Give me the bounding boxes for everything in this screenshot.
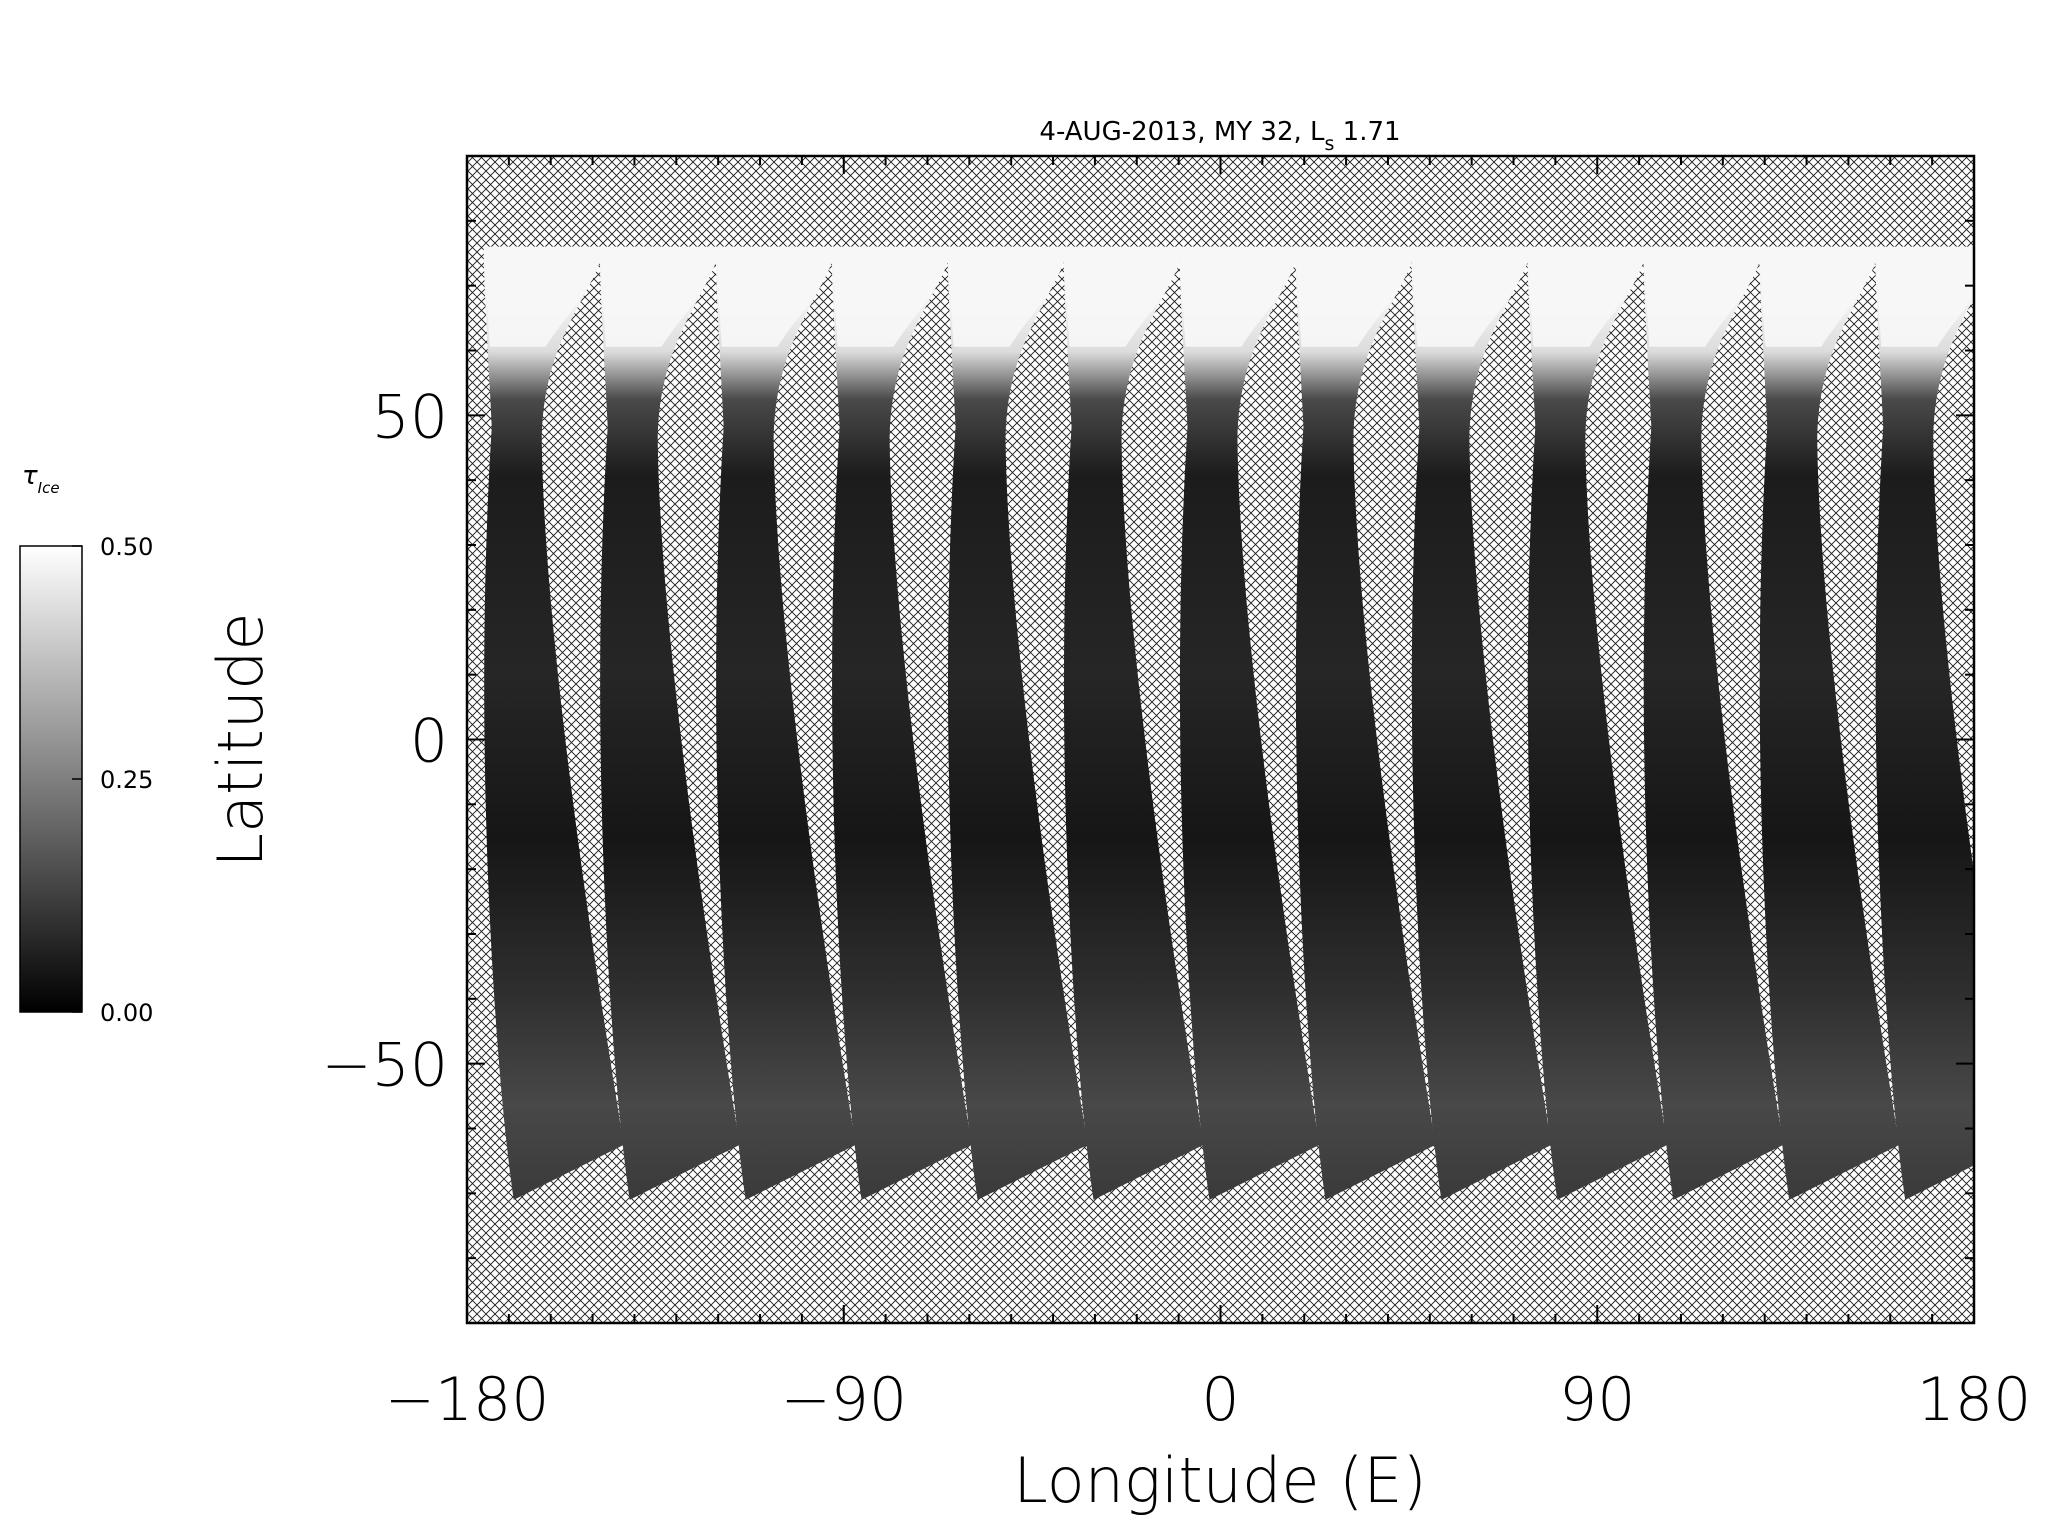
chart-title-suffix: 1.71 (1334, 117, 1400, 147)
orbit-swath (1643, 246, 1784, 1200)
polar-cap-region (599, 246, 720, 347)
orbit-swath (599, 246, 740, 1200)
polar-cap-region (1643, 246, 1764, 347)
x-tick-label: 0 (1201, 1365, 1239, 1435)
x-tick-label: 90 (1559, 1365, 1635, 1435)
colorbar: τIce 0.00 0.25 0.50 (19, 461, 153, 1027)
colorbar-label-tau: τ (22, 461, 38, 491)
chart-title-main: 4-AUG-2013, MY 32, L (1039, 117, 1325, 147)
colorbar-tick-label: 0.25 (100, 766, 153, 794)
polar-cap-region (1295, 246, 1416, 347)
orbit-swath (1527, 246, 1668, 1200)
axis-ticks (466, 155, 1975, 1324)
polar-cap-region (1411, 246, 1532, 347)
colorbar-tick-label: 0.00 (100, 999, 153, 1027)
colorbar-label: τIce (22, 461, 60, 497)
orbit-swath (1063, 246, 1204, 1200)
colorbar-ticks: 0.00 0.25 0.50 (72, 533, 153, 1027)
chart-title-subscript: s (1325, 133, 1335, 155)
y-tick-label: 50 (372, 382, 448, 452)
x-tick-label: −90 (780, 1365, 907, 1435)
polar-cap-region (483, 246, 604, 347)
x-tick-label: 180 (1917, 1365, 2032, 1435)
orbit-swath (483, 246, 624, 1200)
x-axis-label: Longitude (E) (1013, 1444, 1426, 1517)
polar-cap-region (831, 246, 952, 347)
polar-cap-region (1875, 246, 1974, 347)
orbit-swath (831, 246, 972, 1200)
orbit-swath (1759, 246, 1900, 1200)
y-tick-labels: −50 0 50 (321, 382, 448, 1100)
chart-title: 4-AUG-2013, MY 32, Ls 1.71 (1039, 117, 1400, 155)
colorbar-label-subscript: Ice (38, 479, 60, 497)
polar-cap-region (947, 246, 1068, 347)
y-axis-label: Latitude (204, 612, 277, 867)
y-tick-label: −50 (321, 1031, 448, 1101)
colorbar-tick-label: 0.50 (100, 533, 153, 561)
colorbar-gradient (19, 545, 83, 1013)
polar-cap-region (1759, 246, 1880, 347)
orbit-swath (947, 246, 1088, 1200)
polar-cap-region (1063, 246, 1184, 347)
orbit-swath (1295, 246, 1436, 1200)
polar-cap-region (1527, 246, 1648, 347)
orbit-swaths (483, 246, 1974, 1200)
orbit-swath (1875, 246, 1974, 1200)
polar-cap-region (715, 246, 836, 347)
x-tick-label: −180 (385, 1365, 550, 1435)
y-tick-label: 0 (410, 707, 448, 777)
polar-cap-region (1179, 246, 1300, 347)
x-tick-labels: −180 −90 0 90 180 (385, 1365, 2032, 1435)
orbit-swath (1411, 246, 1552, 1200)
orbit-swath (1179, 246, 1320, 1200)
orbit-swath (715, 246, 856, 1200)
